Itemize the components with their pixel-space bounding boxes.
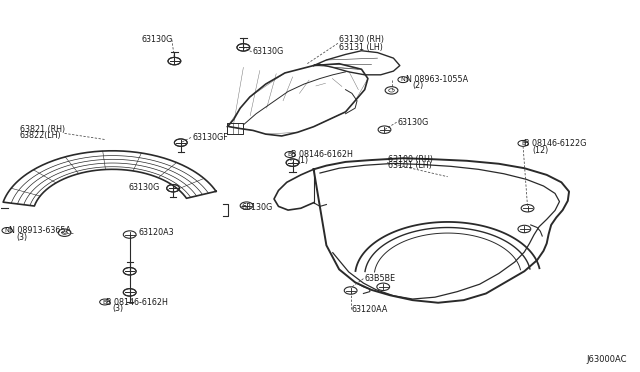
Text: 63130G: 63130G	[129, 183, 159, 192]
Text: B 08146-6162H: B 08146-6162H	[291, 150, 353, 159]
Text: 63120AA: 63120AA	[352, 305, 388, 314]
Text: (12): (12)	[532, 145, 548, 154]
Text: B: B	[521, 141, 525, 146]
Text: 63130G: 63130G	[253, 47, 284, 56]
Text: 63101 (LH): 63101 (LH)	[388, 161, 432, 170]
Text: 63120A3: 63120A3	[139, 228, 174, 237]
Text: 63821 (RH): 63821 (RH)	[20, 125, 65, 134]
Text: (1): (1)	[297, 156, 308, 165]
Text: 63131 (LH): 63131 (LH)	[339, 42, 383, 51]
Text: 63B5BE: 63B5BE	[365, 274, 396, 283]
Text: B: B	[102, 299, 107, 305]
Text: 63130 (RH): 63130 (RH)	[339, 35, 384, 44]
Text: 63130G: 63130G	[241, 203, 273, 212]
Text: 63822(LH): 63822(LH)	[20, 131, 61, 140]
Text: 63100 (RH): 63100 (RH)	[388, 155, 433, 164]
Text: 63130G: 63130G	[142, 35, 173, 44]
Text: 63130G: 63130G	[398, 118, 429, 127]
Text: B: B	[288, 152, 292, 157]
Text: N 08963-1055A: N 08963-1055A	[406, 75, 468, 84]
Text: B 08146-6162H: B 08146-6162H	[106, 298, 168, 307]
Text: (3): (3)	[113, 304, 124, 313]
Text: N 08913-6365A: N 08913-6365A	[9, 226, 71, 235]
Text: J63000AC: J63000AC	[586, 355, 627, 364]
Text: (3): (3)	[17, 232, 28, 242]
Text: N: N	[4, 228, 10, 233]
Text: (2): (2)	[413, 81, 424, 90]
Text: 63130GF: 63130GF	[192, 133, 228, 142]
Text: B 08146-6122G: B 08146-6122G	[524, 139, 587, 148]
Text: N: N	[401, 77, 405, 82]
